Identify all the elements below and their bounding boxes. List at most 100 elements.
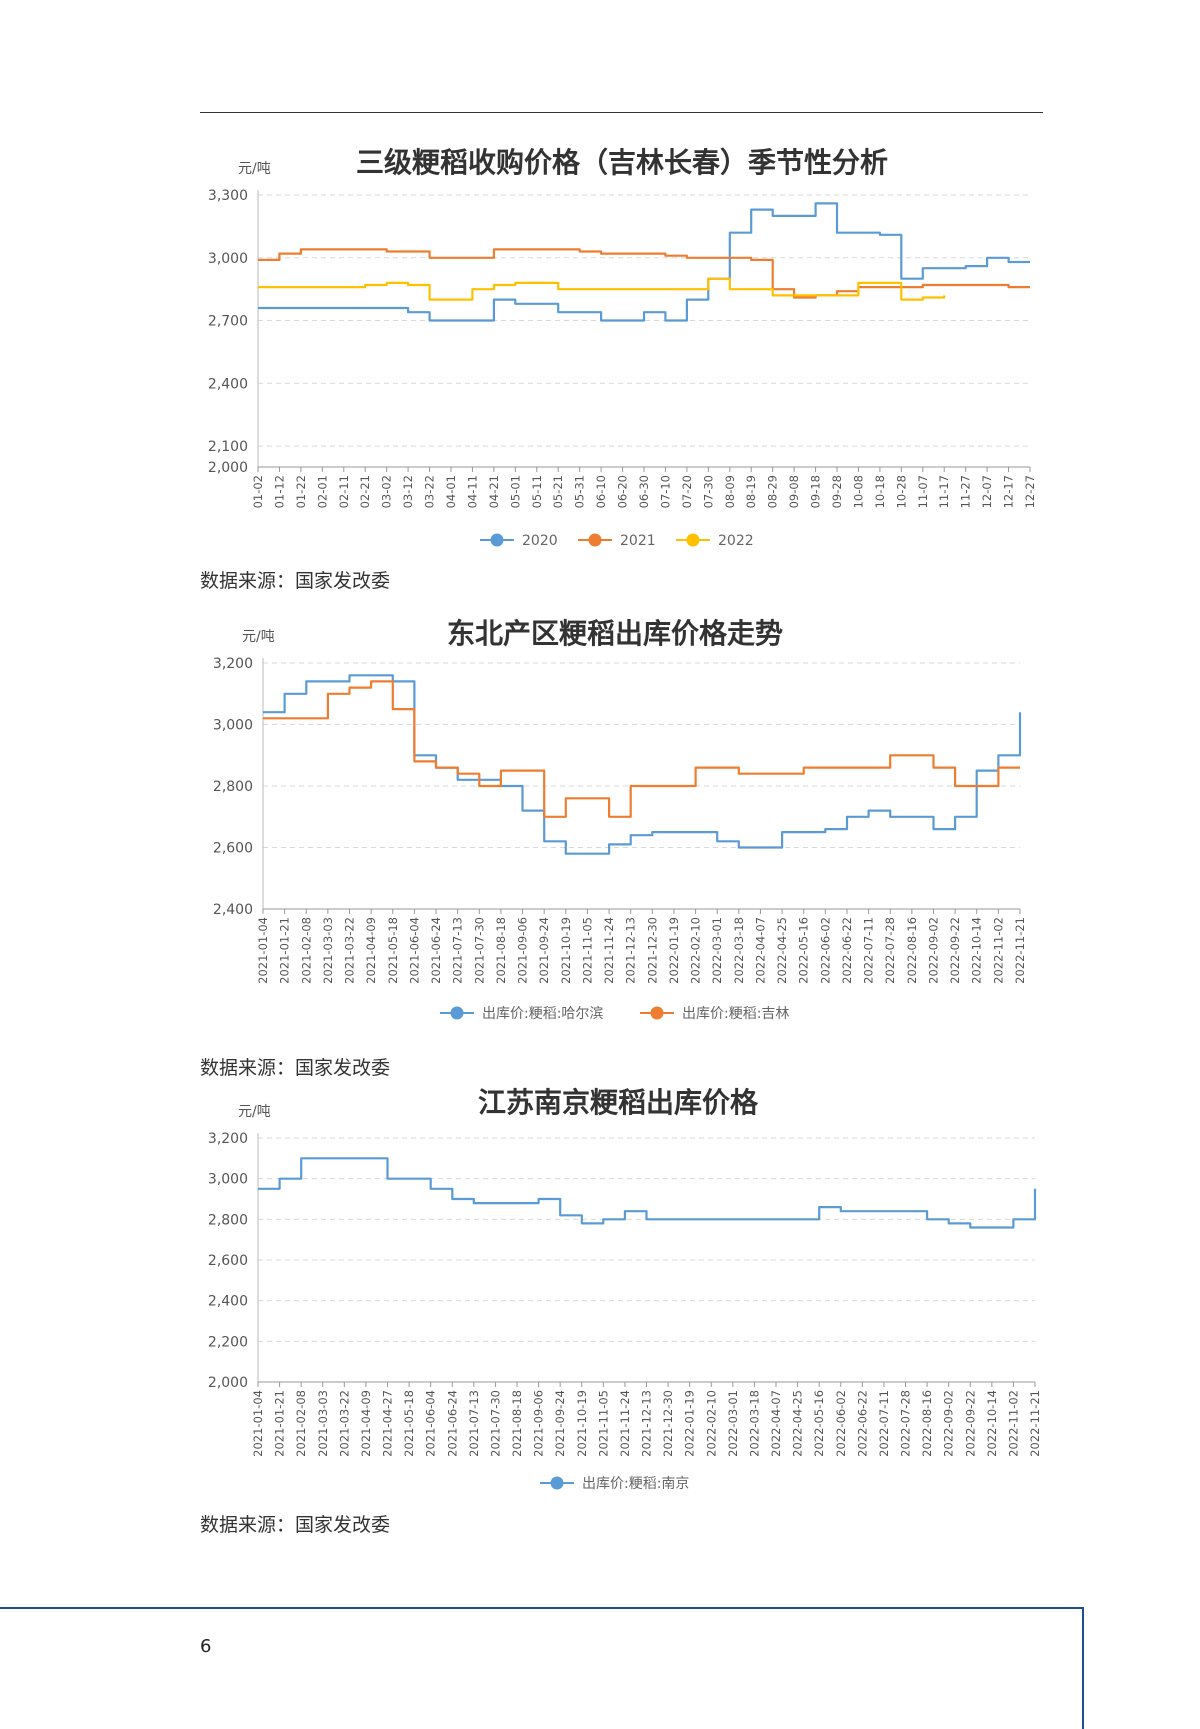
x-tick-label: 2022-01-19: [667, 917, 681, 984]
x-tick-label: 2021-05-18: [402, 1390, 416, 1457]
x-tick-label: 06-20: [616, 475, 630, 508]
x-tick-label: 05-01: [508, 475, 522, 508]
x-tick-label: 2021-01-21: [278, 917, 292, 984]
x-tick-label: 2021-08-18: [494, 917, 508, 984]
x-tick-label: 2022-03-01: [726, 1390, 740, 1457]
x-tick-label: 03-12: [401, 475, 415, 508]
y-axis-unit: 元/吨: [238, 1104, 271, 1120]
x-tick-label: 2021-04-27: [381, 1390, 395, 1457]
legend-marker: [550, 1476, 564, 1490]
x-tick-label: 2021-03-03: [316, 1390, 330, 1457]
x-tick-label: 2021-04-09: [364, 917, 378, 984]
legend-label: 出库价:粳稻:吉林: [682, 1006, 789, 1022]
x-tick-label: 2022-04-07: [769, 1390, 783, 1457]
y-tick-label: 3,000: [213, 718, 253, 734]
x-tick-label: 2021-06-04: [407, 917, 421, 984]
x-tick-label: 08-29: [766, 475, 780, 508]
x-tick-label: 2022-11-02: [1006, 1390, 1020, 1457]
legend-label: 2022: [718, 533, 754, 549]
x-tick-label: 2021-11-24: [618, 1390, 632, 1457]
x-tick-label: 12-07: [980, 475, 994, 508]
x-tick-label: 2021-10-19: [559, 917, 573, 984]
y-tick-label: 2,400: [208, 1294, 248, 1310]
x-tick-label: 2021-01-21: [273, 1390, 287, 1457]
x-tick-label: 06-10: [594, 475, 608, 508]
x-tick-label: 2021-01-04: [256, 917, 270, 984]
source-note-1: 数据来源：国家发改委: [200, 570, 391, 592]
x-tick-label: 2021-06-24: [429, 917, 443, 984]
x-tick-label: 03-02: [380, 475, 394, 508]
x-tick-label: 07-20: [680, 475, 694, 508]
x-tick-label: 10-28: [894, 475, 908, 508]
y-axis-unit: 元/吨: [238, 161, 271, 177]
y-tick-label: 2,100: [208, 439, 248, 455]
x-tick-label: 2022-01-19: [683, 1390, 697, 1457]
legend-label: 2021: [620, 533, 656, 549]
x-tick-label: 09-08: [787, 475, 801, 508]
x-tick-label: 2022-02-10: [689, 917, 703, 984]
source-note-3: 数据来源：国家发改委: [200, 1514, 391, 1536]
y-tick-label: 3,200: [208, 1131, 248, 1147]
x-tick-label: 2022-09-02: [926, 917, 940, 984]
x-tick-label: 2021-04-09: [359, 1390, 373, 1457]
y-axis-unit: 元/吨: [242, 629, 275, 645]
x-tick-label: 02-01: [315, 475, 329, 508]
x-tick-label: 2022-06-22: [855, 1390, 869, 1457]
x-tick-label: 2022-10-14: [985, 1390, 999, 1457]
x-tick-label: 07-10: [658, 475, 672, 508]
x-tick-label: 2022-06-02: [834, 1390, 848, 1457]
y-tick-label: 3,300: [208, 188, 248, 204]
x-tick-label: 04-11: [465, 475, 479, 508]
x-tick-label: 2022-03-01: [710, 917, 724, 984]
x-tick-label: 04-01: [444, 475, 458, 508]
x-tick-label: 2022-11-21: [1013, 917, 1027, 984]
legend-label: 2020: [522, 533, 558, 549]
x-tick-label: 2022-07-11: [877, 1390, 891, 1457]
x-tick-label: 2022-11-21: [1028, 1390, 1042, 1457]
x-tick-label: 2021-12-30: [661, 1390, 675, 1457]
x-tick-label: 2021-11-24: [602, 917, 616, 984]
series-line-3: [258, 277, 946, 301]
x-tick-label: 04-21: [487, 475, 501, 508]
x-tick-label: 2021-10-19: [575, 1390, 589, 1457]
x-tick-label: 2021-03-03: [321, 917, 335, 984]
y-tick-label: 2,000: [208, 460, 248, 476]
chart-jilin-seasonal: 三级粳稻收购价格（吉林长春）季节性分析 元/吨 3,300 3,000 2,700 2,4…: [208, 146, 1037, 549]
x-tick-label: 2021-05-18: [386, 917, 400, 984]
x-tick-label: 2022-10-14: [970, 917, 984, 984]
footer-frame: [0, 1607, 1084, 1729]
x-tick-label: 02-21: [358, 475, 372, 508]
legend-marker: [490, 533, 504, 547]
x-tick-label: 05-31: [573, 475, 587, 508]
y-tick-label: 2,700: [208, 314, 248, 330]
x-tick-label: 11-27: [959, 475, 973, 508]
chart-title: 江苏南京粳稻出库价格: [478, 1086, 759, 1119]
x-tick-label: 2022-07-28: [883, 917, 897, 984]
x-tick-label: 2021-02-08: [299, 917, 313, 984]
x-tick-label: 2022-11-02: [991, 917, 1005, 984]
y-tick-label: 3,200: [213, 656, 253, 672]
header-rule: [200, 112, 1043, 113]
y-tick-label: 2,800: [208, 1212, 248, 1228]
x-tick-label: 11-17: [937, 475, 951, 508]
x-tick-label: 05-21: [551, 475, 565, 508]
x-tick-label: 2022-07-28: [899, 1390, 913, 1457]
x-tick-label: 02-11: [337, 475, 351, 508]
legend-label: 出库价:粳稻:南京: [582, 1476, 689, 1492]
x-tick-label: 2021-12-13: [640, 1390, 654, 1457]
y-tick-label: 3,000: [208, 251, 248, 267]
x-tick-label: 2021-03-22: [337, 1390, 351, 1457]
x-tick-label: 2021-07-13: [451, 917, 465, 984]
x-tick-label: 09-18: [809, 475, 823, 508]
y-tick-label: 2,600: [213, 841, 253, 857]
x-tick-label: 2022-03-18: [747, 1390, 761, 1457]
x-tick-label: 2021-09-06: [516, 917, 530, 984]
x-tick-label: 2021-03-22: [343, 917, 357, 984]
x-tick-label: 2022-09-02: [942, 1390, 956, 1457]
x-tick-label: 2021-02-08: [294, 1390, 308, 1457]
x-tick-label: 09-28: [830, 475, 844, 508]
x-tick-label: 2022-06-02: [818, 917, 832, 984]
legend-label: 出库价:粳稻:哈尔滨: [482, 1006, 603, 1022]
x-tick-label: 01-02: [251, 475, 265, 508]
x-tick-label: 2021-07-30: [472, 917, 486, 984]
